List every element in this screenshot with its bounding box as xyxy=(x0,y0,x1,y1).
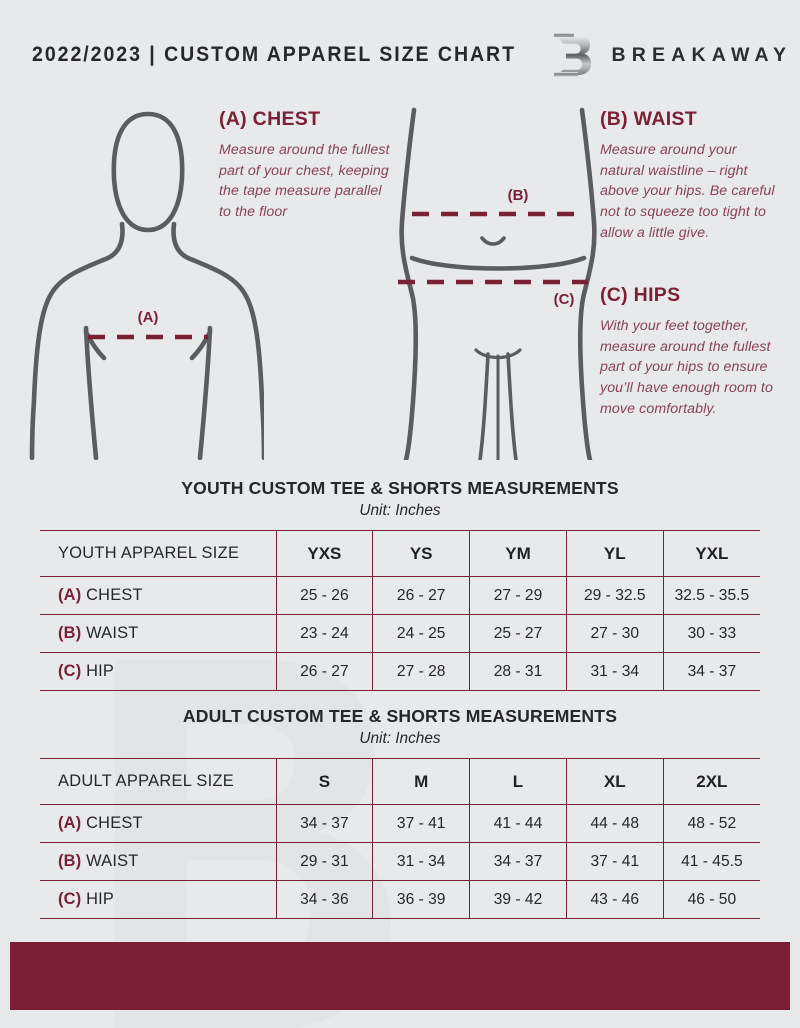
callout-chest-body: Measure around the fullest part of your … xyxy=(219,142,390,221)
callout-chest-heading: (A) CHEST xyxy=(219,108,321,130)
youth-table-header-row: YOUTH APPAREL SIZE YXS YS YM YL YXL xyxy=(40,530,760,577)
brand-name: BREAKAWAY xyxy=(611,43,793,66)
youth-waist-yl: 27 - 30 xyxy=(565,614,664,653)
row-name-chest: CHEST xyxy=(86,586,143,604)
adult-size-s: S xyxy=(275,758,373,805)
youth-table-title: YOUTH CUSTOM TEE & SHORTS MEASUREMENTS xyxy=(181,478,619,498)
table-row: (C) HIP 26 - 27 27 - 28 28 - 31 31 - 34 … xyxy=(40,652,760,691)
adult-chest-xl: 44 - 48 xyxy=(565,804,664,843)
adult-waist-2xl: 41 - 45.5 xyxy=(662,842,760,881)
row-tag-a: (A) xyxy=(58,814,82,832)
youth-waist-ys: 24 - 25 xyxy=(372,614,470,653)
youth-chest-ym: 27 - 29 xyxy=(469,576,567,615)
youth-waist-ym: 25 - 27 xyxy=(469,614,567,653)
row-tag-c: (C) xyxy=(58,662,82,680)
adult-size-table: ADULT APPAREL SIZE S M L XL 2XL (A) CHES… xyxy=(40,758,760,919)
row-name-hip: HIP xyxy=(86,890,115,908)
adult-hip-xl: 43 - 46 xyxy=(565,880,664,919)
footer-bar xyxy=(10,942,790,1010)
adult-table-unit: Unit: Inches xyxy=(359,730,441,747)
youth-chest-yl: 29 - 32.5 xyxy=(565,576,664,615)
callout-chest: (A) CHEST Measure around the fullest par… xyxy=(219,108,397,223)
youth-table-unit: Unit: Inches xyxy=(359,502,441,519)
row-name-waist: WAIST xyxy=(86,852,139,870)
adult-chest-2xl: 48 - 52 xyxy=(662,804,760,843)
adult-waist-m: 31 - 34 xyxy=(372,842,470,881)
adult-hip-s: 34 - 36 xyxy=(275,880,373,919)
chest-line-label: (A) xyxy=(138,309,159,326)
youth-hip-ys: 27 - 28 xyxy=(372,652,470,691)
hips-line-label: (C) xyxy=(554,291,575,308)
adult-size-header: ADULT APPAREL SIZE xyxy=(40,758,276,805)
table-row: (B) WAIST 29 - 31 31 - 34 34 - 37 37 - 4… xyxy=(40,842,760,881)
page-title: 2022/2023 | CUSTOM APPAREL SIZE CHART xyxy=(32,43,517,66)
upper-body-torso-icon: (A) xyxy=(29,111,264,460)
callout-waist-heading: (B) WAIST xyxy=(600,108,697,130)
row-name-chest: CHEST xyxy=(86,814,143,832)
row-name-hip: HIP xyxy=(86,662,115,680)
adult-size-l: L xyxy=(469,758,567,805)
callout-waist: (B) WAIST Measure around your natural wa… xyxy=(600,108,780,244)
callout-hips: (C) HIPS With your feet together, measur… xyxy=(600,284,780,420)
adult-row-label-chest: (A) CHEST xyxy=(40,804,276,843)
youth-hip-yxs: 26 - 27 xyxy=(275,652,373,691)
table-row: (C) HIP 34 - 36 36 - 39 39 - 42 43 - 46 … xyxy=(40,880,760,919)
youth-chest-ys: 26 - 27 xyxy=(372,576,470,615)
adult-table-header-row: ADULT APPAREL SIZE S M L XL 2XL xyxy=(40,758,760,805)
row-tag-c: (C) xyxy=(58,890,82,908)
adult-size-xl: XL xyxy=(565,758,664,805)
youth-size-ym: YM xyxy=(469,530,567,577)
table-row: (B) WAIST 23 - 24 24 - 25 25 - 27 27 - 3… xyxy=(40,614,760,653)
row-tag-b: (B) xyxy=(58,852,82,870)
adult-chest-m: 37 - 41 xyxy=(372,804,470,843)
adult-waist-xl: 37 - 41 xyxy=(565,842,664,881)
youth-size-yxs: YXS xyxy=(275,530,373,577)
adult-measurements-block: ADULT CUSTOM TEE & SHORTS MEASUREMENTS U… xyxy=(40,706,760,919)
row-tag-b: (B) xyxy=(58,624,82,642)
youth-waist-yxl: 30 - 33 xyxy=(662,614,760,653)
adult-hip-l: 39 - 42 xyxy=(469,880,567,919)
youth-size-table: YOUTH APPAREL SIZE YXS YS YM YL YXL (A) … xyxy=(40,530,760,691)
adult-hip-2xl: 46 - 50 xyxy=(662,880,760,919)
youth-hip-yxl: 34 - 37 xyxy=(662,652,760,691)
youth-size-yl: YL xyxy=(565,530,664,577)
adult-size-2xl: 2XL xyxy=(662,758,760,805)
youth-waist-yxs: 23 - 24 xyxy=(275,614,373,653)
youth-chest-yxl: 32.5 - 35.5 xyxy=(662,576,760,615)
callout-waist-body: Measure around your natural waistline – … xyxy=(600,142,775,241)
adult-row-label-hip: (C) HIP xyxy=(40,880,276,919)
lower-body-hips-icon: (B) (C) xyxy=(398,107,597,460)
adult-chest-l: 41 - 44 xyxy=(469,804,567,843)
page-header: 2022/2023 | CUSTOM APPAREL SIZE CHART BR… xyxy=(0,32,800,78)
youth-size-yxl: YXL xyxy=(662,530,760,577)
brand-lockup: BREAKAWAY xyxy=(552,32,792,78)
callout-hips-heading: (C) HIPS xyxy=(600,284,681,306)
adult-size-m: M xyxy=(372,758,470,805)
adult-waist-l: 34 - 37 xyxy=(469,842,567,881)
youth-hip-yl: 31 - 34 xyxy=(565,652,664,691)
adult-row-label-waist: (B) WAIST xyxy=(40,842,276,881)
adult-table-title: ADULT CUSTOM TEE & SHORTS MEASUREMENTS xyxy=(182,706,618,726)
adult-hip-m: 36 - 39 xyxy=(372,880,470,919)
youth-hip-ym: 28 - 31 xyxy=(469,652,567,691)
callout-hips-body: With your feet together, measure around … xyxy=(600,318,773,417)
table-row: (A) CHEST 34 - 37 37 - 41 41 - 44 44 - 4… xyxy=(40,804,760,843)
youth-size-header: YOUTH APPAREL SIZE xyxy=(40,530,276,577)
row-tag-a: (A) xyxy=(58,586,82,604)
table-row: (A) CHEST 25 - 26 26 - 27 27 - 29 29 - 3… xyxy=(40,576,760,615)
youth-size-ys: YS xyxy=(372,530,470,577)
youth-row-label-hip: (C) HIP xyxy=(40,652,276,691)
youth-row-label-chest: (A) CHEST xyxy=(40,576,276,615)
breakaway-b-monogram-icon xyxy=(554,33,592,77)
youth-row-label-waist: (B) WAIST xyxy=(40,614,276,653)
adult-waist-s: 29 - 31 xyxy=(275,842,373,881)
youth-measurements-block: YOUTH CUSTOM TEE & SHORTS MEASUREMENTS U… xyxy=(40,478,760,691)
adult-chest-s: 34 - 37 xyxy=(275,804,373,843)
row-name-waist: WAIST xyxy=(86,624,139,642)
waist-line-label: (B) xyxy=(508,187,529,204)
youth-chest-yxs: 25 - 26 xyxy=(275,576,373,615)
